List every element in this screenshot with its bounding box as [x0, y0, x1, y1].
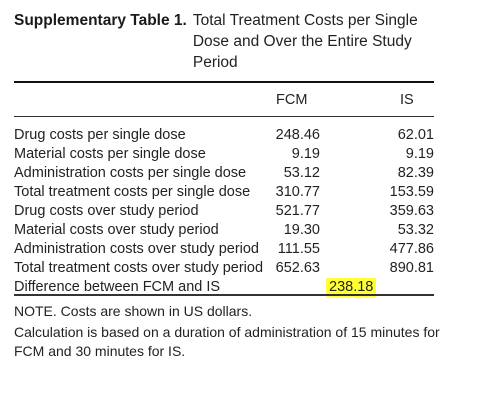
table-title: Total Treatment Costs per Single Dose an…: [192, 12, 418, 71]
note-currency: NOTE. Costs are shown in US dollars.: [14, 303, 253, 319]
fcm-value: 652.63: [275, 260, 320, 276]
table-row: Total treatment costs per single dose 31…: [14, 183, 434, 202]
table-label: Supplementary Table 1.: [14, 12, 187, 29]
row-label: Administration costs over study period: [14, 241, 259, 257]
note-calculation: Calculation is based on a duration of ad…: [14, 324, 440, 359]
table-row: Drug costs over study period 521.77 359.…: [14, 202, 434, 221]
row-label: Drug costs over study period: [14, 203, 199, 219]
fcm-value: 248.46: [275, 127, 320, 143]
is-value: 9.19: [405, 146, 434, 162]
is-value: 890.81: [389, 260, 434, 276]
fcm-value: 111.55: [277, 241, 320, 257]
table-row: Administration costs per single dose 53.…: [14, 164, 434, 183]
fcm-value: 53.12: [283, 165, 320, 181]
row-label: Drug costs per single dose: [14, 127, 186, 143]
row-label: Material costs over study period: [14, 222, 219, 238]
table-row: Material costs per single dose 9.19 9.19: [14, 145, 434, 164]
table-row: Material costs over study period 19.30 5…: [14, 221, 434, 240]
table-notes: NOTE. Costs are shown in US dollars. Cal…: [14, 302, 454, 363]
row-label: Material costs per single dose: [14, 146, 206, 162]
table-row: Total treatment costs over study period …: [14, 259, 434, 278]
fcm-value: 521.77: [275, 203, 320, 219]
header-rule: [14, 116, 434, 117]
is-value: 153.59: [389, 184, 434, 200]
is-value: 53.32: [397, 222, 434, 238]
table-row: Administration costs over study period 1…: [14, 240, 434, 259]
top-rule: [14, 81, 434, 83]
supplementary-table: Supplementary Table 1. Total Treatment C…: [14, 10, 440, 359]
is-value: 477.86: [389, 241, 434, 257]
difference-row: Difference between FCM and IS 238.18: [14, 278, 434, 297]
column-header-is: IS: [400, 92, 414, 108]
fcm-value: 9.19: [291, 146, 320, 162]
is-value: 359.63: [389, 203, 434, 219]
row-label: Total treatment costs over study period: [14, 260, 264, 276]
row-label: Administration costs per single dose: [14, 165, 247, 181]
row-label: Total treatment costs per single dose: [14, 184, 251, 200]
table-row: Drug costs per single dose 248.46 62.01: [14, 126, 434, 145]
table-body: Drug costs per single dose 248.46 62.01 …: [14, 126, 434, 297]
difference-label: Difference between FCM and IS: [14, 279, 221, 295]
is-value: 62.01: [397, 127, 434, 143]
bottom-rule: [14, 294, 434, 296]
fcm-value: 19.30: [283, 222, 320, 238]
fcm-value: 310.77: [275, 184, 320, 200]
is-value: 82.39: [397, 165, 434, 181]
table-caption: Supplementary Table 1. Total Treatment C…: [14, 10, 434, 73]
column-header-fcm: FCM: [276, 92, 308, 108]
difference-value-highlighted: 238.18: [326, 278, 377, 297]
